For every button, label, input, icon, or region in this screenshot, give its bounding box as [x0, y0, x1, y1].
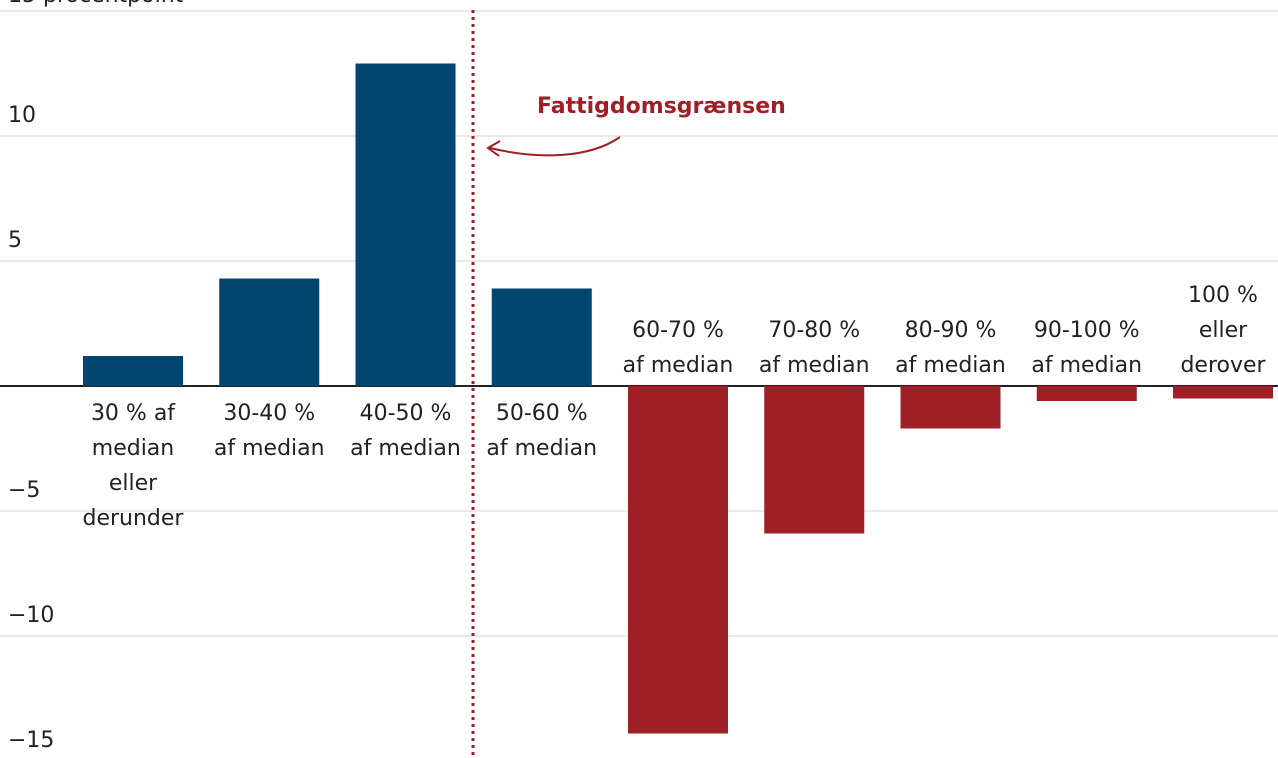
bar	[491, 288, 592, 386]
bar	[219, 278, 320, 386]
x-tick-label-line: 90-100 %	[1034, 318, 1140, 343]
y-tick-label: 5	[8, 228, 22, 253]
x-tick-label-line: af median	[1031, 353, 1142, 378]
x-tick-label: 100 % eller derover	[1180, 283, 1266, 378]
x-tick-label-line: af median	[759, 353, 870, 378]
bar	[1036, 386, 1137, 401]
bar	[900, 386, 1001, 429]
x-tick-label: 90-100 % af median	[1031, 318, 1142, 378]
x-tick-label-line: 30-40 %	[223, 401, 315, 426]
annotation-arrowhead	[486, 140, 501, 157]
x-tick-label-line: eller	[109, 471, 158, 496]
x-tick-label-line: 80-90 %	[905, 318, 997, 343]
x-tick-label: 70-80 % af median	[759, 318, 870, 378]
x-tick-label-line: af median	[895, 353, 1006, 378]
x-tick-label: 50-60 % af median	[486, 401, 597, 461]
x-tick-label-line: derover	[1180, 353, 1266, 378]
bar	[764, 386, 865, 534]
x-tick-label: 80-90 % af median	[895, 318, 1006, 378]
y-tick-label: −10	[8, 603, 54, 628]
x-tick-label-line: 60-70 %	[632, 318, 724, 343]
x-tick-label-line: af median	[623, 353, 734, 378]
annotation: Fattigdomsgrænsen	[537, 94, 786, 119]
x-tick-label-line: derunder	[83, 506, 185, 531]
y-axis-label: 15 procentpoint	[8, 0, 184, 8]
annotation-arrow	[489, 136, 621, 157]
x-tick-label-line: eller	[1199, 318, 1248, 343]
bar	[83, 356, 183, 386]
x-tick-label-line: af median	[214, 436, 325, 461]
x-tick-label-line: 30 % af	[91, 401, 176, 426]
x-tick-label-line: 40-50 %	[360, 401, 452, 426]
x-tick-label: 40-50 % af median	[350, 401, 461, 461]
y-tick-label: 10	[8, 103, 36, 128]
x-tick-label-line: median	[92, 436, 174, 461]
x-tick-label-line: 50-60 %	[496, 401, 588, 426]
y-tick-label: −5	[8, 478, 40, 503]
x-tick-label-line: 100 %	[1188, 283, 1258, 308]
bar	[628, 386, 728, 734]
x-tick-label: 30 % af median eller derunder	[83, 401, 185, 531]
x-tick-label-line: af median	[350, 436, 461, 461]
x-tick-label-line: 70-80 %	[768, 318, 860, 343]
x-tick-label: 30-40 % af median	[214, 401, 325, 461]
y-tick-label: −15	[8, 728, 54, 753]
x-tick-label: 60-70 % af median	[623, 318, 734, 378]
bar	[1173, 386, 1273, 399]
bar	[355, 63, 456, 386]
x-tick-label-line: af median	[486, 436, 597, 461]
